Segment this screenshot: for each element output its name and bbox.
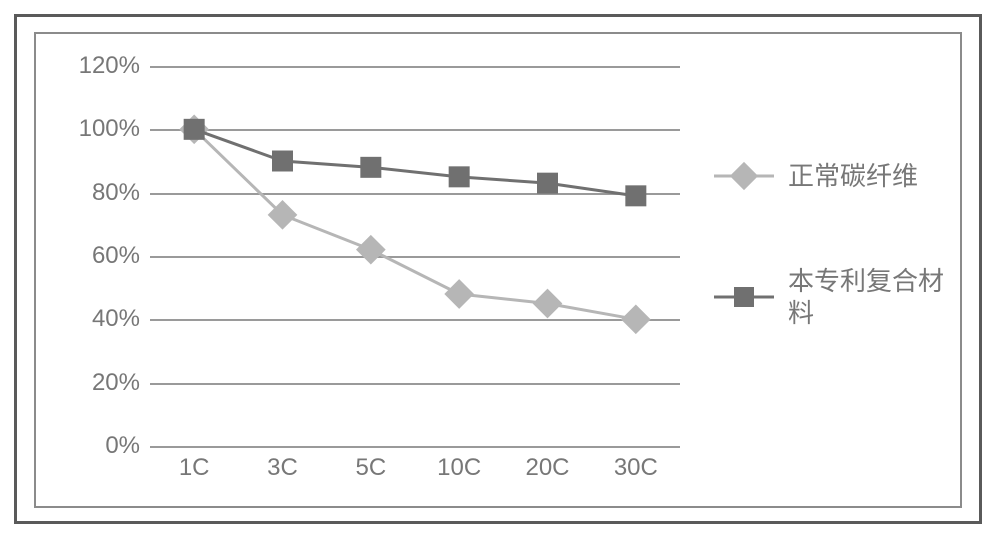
x-tick-label: 3C (267, 454, 298, 482)
legend-label: 正常碳纤维 (788, 160, 918, 193)
y-tick-label: 120% (79, 52, 140, 80)
legend-item-normal-carbon-fiber: 正常碳纤维 (714, 160, 958, 193)
square-marker-icon (361, 157, 381, 177)
x-tick-label: 20C (525, 454, 569, 482)
square-marker-icon (184, 119, 204, 139)
plot-area: 0%20%40%60%80%100%120%1C3C5C10C20C30C (150, 66, 680, 446)
x-tick-label: 5C (355, 454, 386, 482)
square-marker-icon (734, 287, 754, 307)
diamond-marker-icon (533, 289, 561, 317)
x-tick-label: 30C (614, 454, 658, 482)
legend-label: 本专利复合材料 (788, 265, 958, 330)
square-marker-icon (538, 173, 558, 193)
diamond-marker-icon (730, 162, 758, 190)
series-line (194, 129, 636, 319)
diamond-marker-icon (622, 305, 650, 333)
y-tick-label: 0% (105, 432, 140, 460)
diamond-marker-icon (357, 236, 385, 264)
legend-swatch (714, 164, 774, 188)
y-tick-label: 60% (92, 242, 140, 270)
y-tick-label: 80% (92, 179, 140, 207)
gridline (150, 446, 680, 448)
x-tick-label: 1C (179, 454, 210, 482)
chart-panel: 0%20%40%60%80%100%120%1C3C5C10C20C30C 正常… (34, 32, 962, 508)
square-marker-icon (273, 151, 293, 171)
square-marker-icon (449, 167, 469, 187)
y-tick-label: 20% (92, 369, 140, 397)
legend: 正常碳纤维 本专利复合材料 (714, 160, 958, 330)
square-marker-icon (626, 186, 646, 206)
x-tick-label: 10C (437, 454, 481, 482)
legend-swatch (714, 285, 774, 309)
y-tick-label: 40% (92, 305, 140, 333)
legend-item-patent-composite: 本专利复合材料 (714, 265, 958, 330)
series-line (194, 129, 636, 196)
diamond-marker-icon (445, 280, 473, 308)
plot-svg (150, 66, 680, 446)
y-tick-label: 100% (79, 115, 140, 143)
